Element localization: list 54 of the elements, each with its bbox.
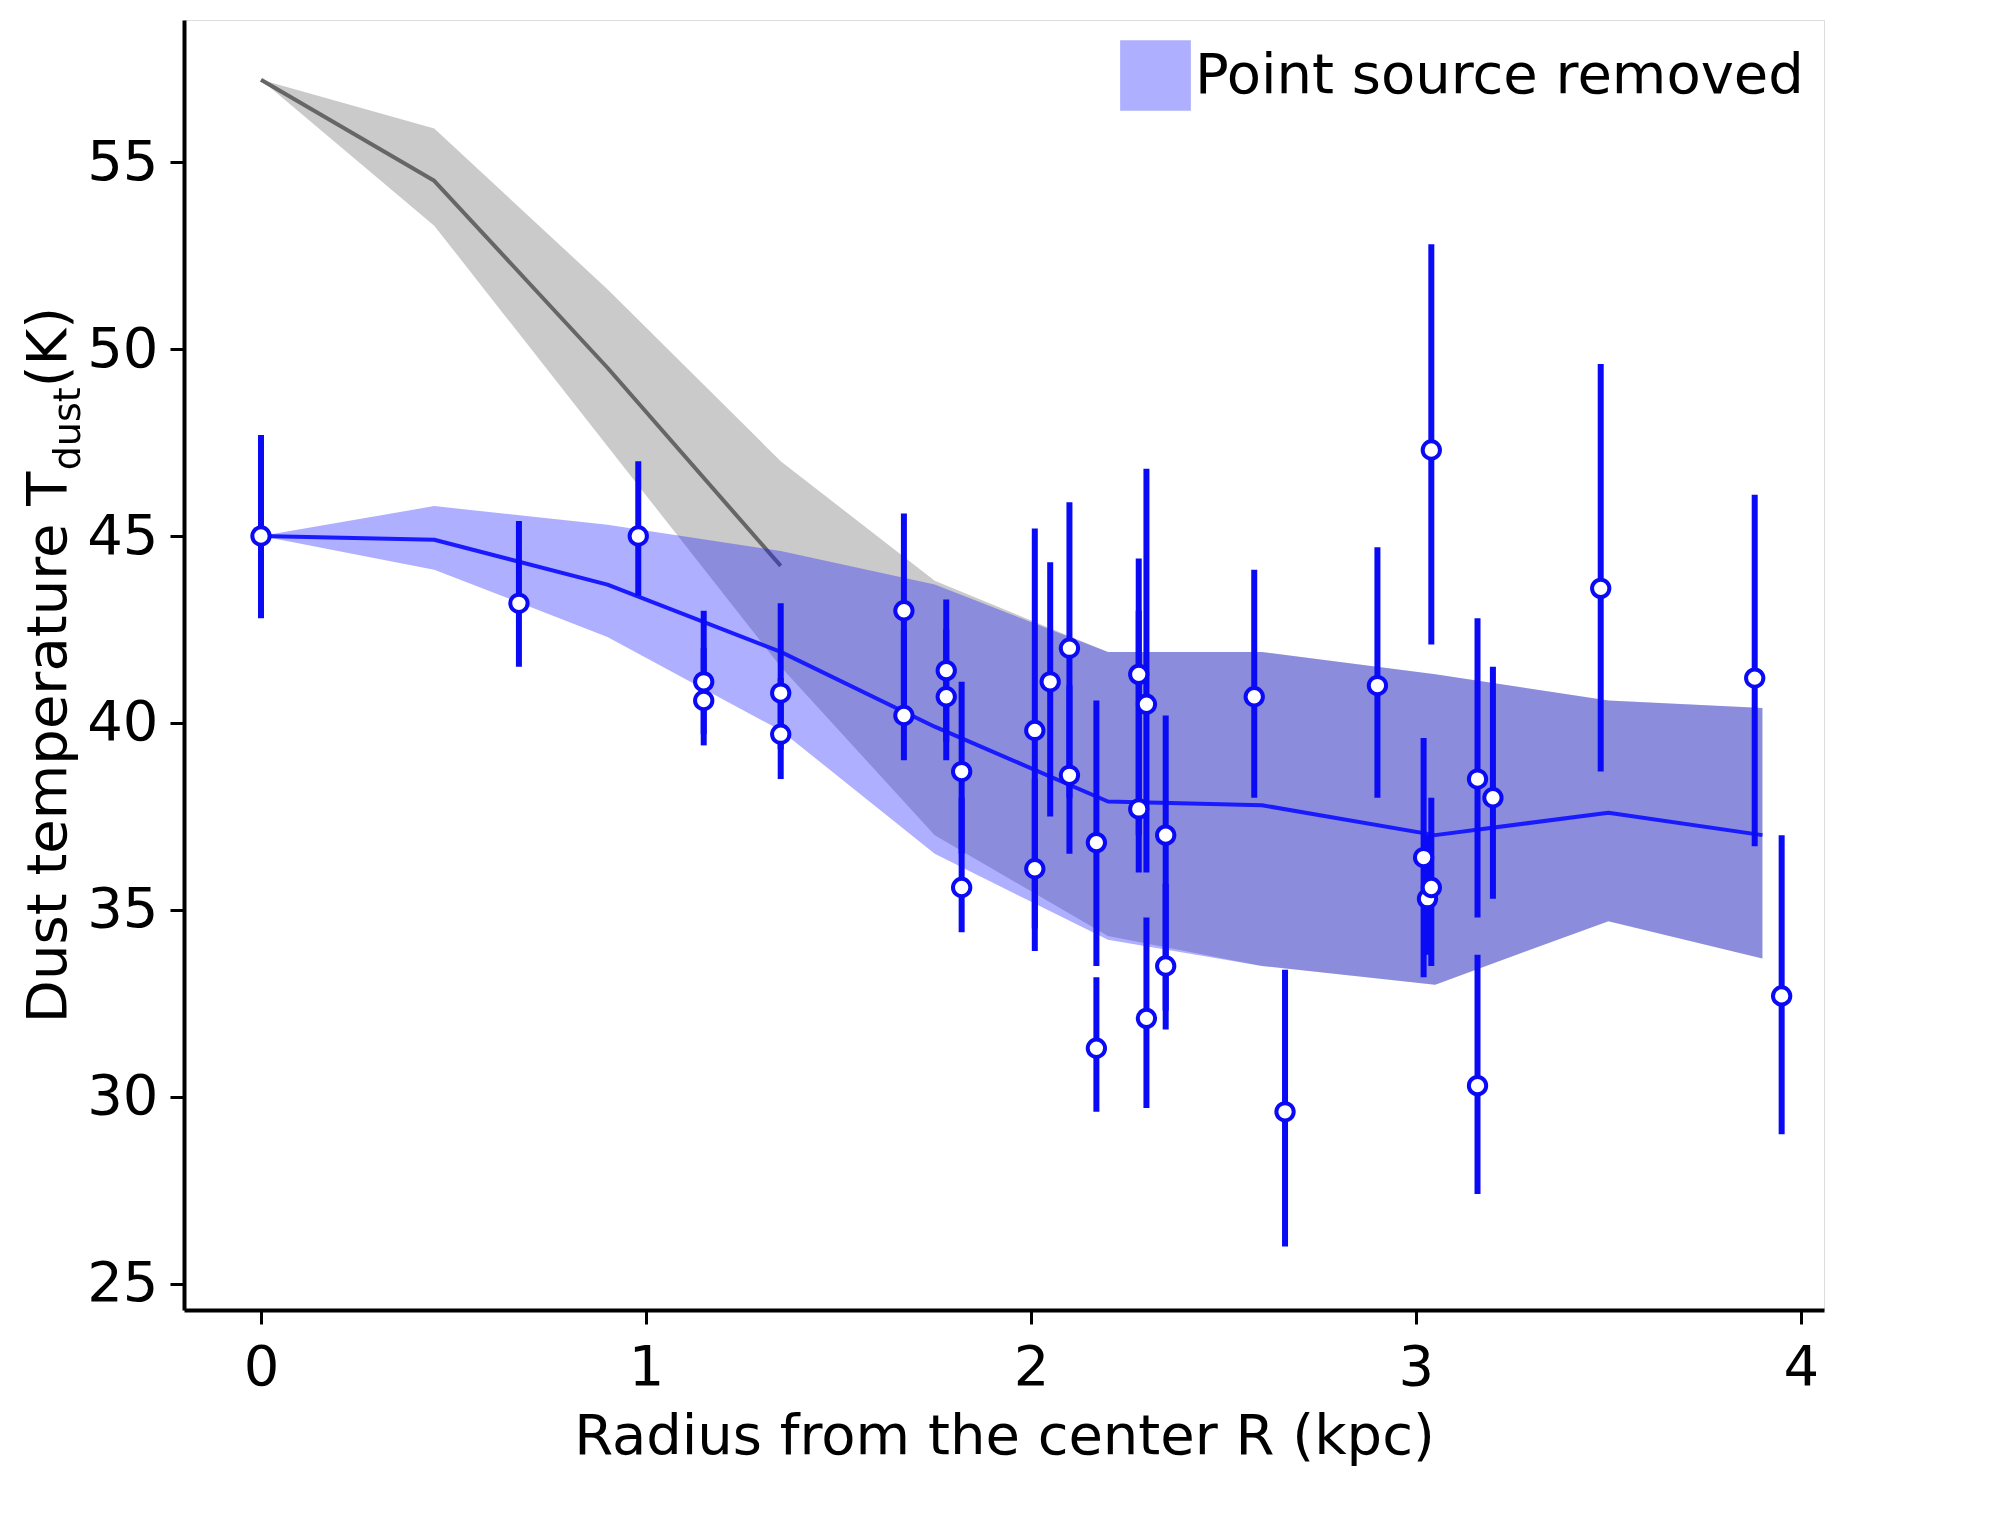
point	[1466, 768, 1489, 790]
point	[1590, 577, 1612, 599]
point	[1135, 693, 1158, 715]
point	[250, 525, 272, 547]
point	[1039, 671, 1061, 693]
point	[1155, 824, 1177, 846]
point	[935, 659, 957, 682]
y-tick-label: 45	[87, 501, 159, 567]
point	[1024, 858, 1046, 880]
point	[1466, 1075, 1489, 1097]
y-tick-label: 50	[87, 314, 159, 380]
point	[1128, 798, 1150, 820]
point	[770, 723, 792, 745]
point	[1085, 1037, 1108, 1059]
point	[1058, 637, 1081, 659]
point	[893, 600, 915, 622]
x-tick-label: 0	[243, 1332, 280, 1398]
x-tick-label: 1	[628, 1332, 665, 1398]
point	[935, 686, 957, 708]
point	[1412, 846, 1435, 869]
point	[950, 876, 973, 899]
y-axis-title: Dust temperature Tdust(K)	[14, 306, 89, 1024]
point	[1770, 985, 1793, 1007]
point	[1085, 831, 1108, 854]
point	[1274, 1101, 1296, 1123]
y-tick-label: 35	[87, 875, 159, 941]
line-series	[259, 77, 783, 568]
y-tick-label: 40	[87, 688, 159, 754]
point	[770, 682, 792, 704]
point	[693, 689, 715, 712]
x-tick-label: 3	[1398, 1332, 1435, 1398]
point	[1135, 1007, 1158, 1029]
point	[627, 525, 649, 547]
point	[508, 592, 530, 614]
point	[893, 704, 915, 727]
point	[1744, 667, 1766, 689]
legend-label: Point source removed	[1195, 40, 1804, 106]
point	[1058, 764, 1081, 786]
point	[1420, 439, 1442, 461]
point	[1128, 663, 1150, 685]
point	[1420, 876, 1442, 899]
y-tick-label: 30	[87, 1062, 159, 1128]
point	[693, 671, 715, 693]
y-tick-label: 25	[87, 1249, 159, 1315]
point	[1366, 674, 1389, 697]
y-tick-label: 55	[87, 127, 159, 193]
point	[1024, 719, 1046, 742]
point	[950, 760, 973, 783]
x-tick-label: 4	[1783, 1332, 1820, 1398]
x-tick-label: 2	[1013, 1332, 1050, 1398]
point	[1482, 787, 1504, 809]
x-axis-title: Radius from the center R (kpc)	[574, 1401, 1435, 1467]
point	[1155, 955, 1177, 977]
point	[1243, 686, 1265, 708]
